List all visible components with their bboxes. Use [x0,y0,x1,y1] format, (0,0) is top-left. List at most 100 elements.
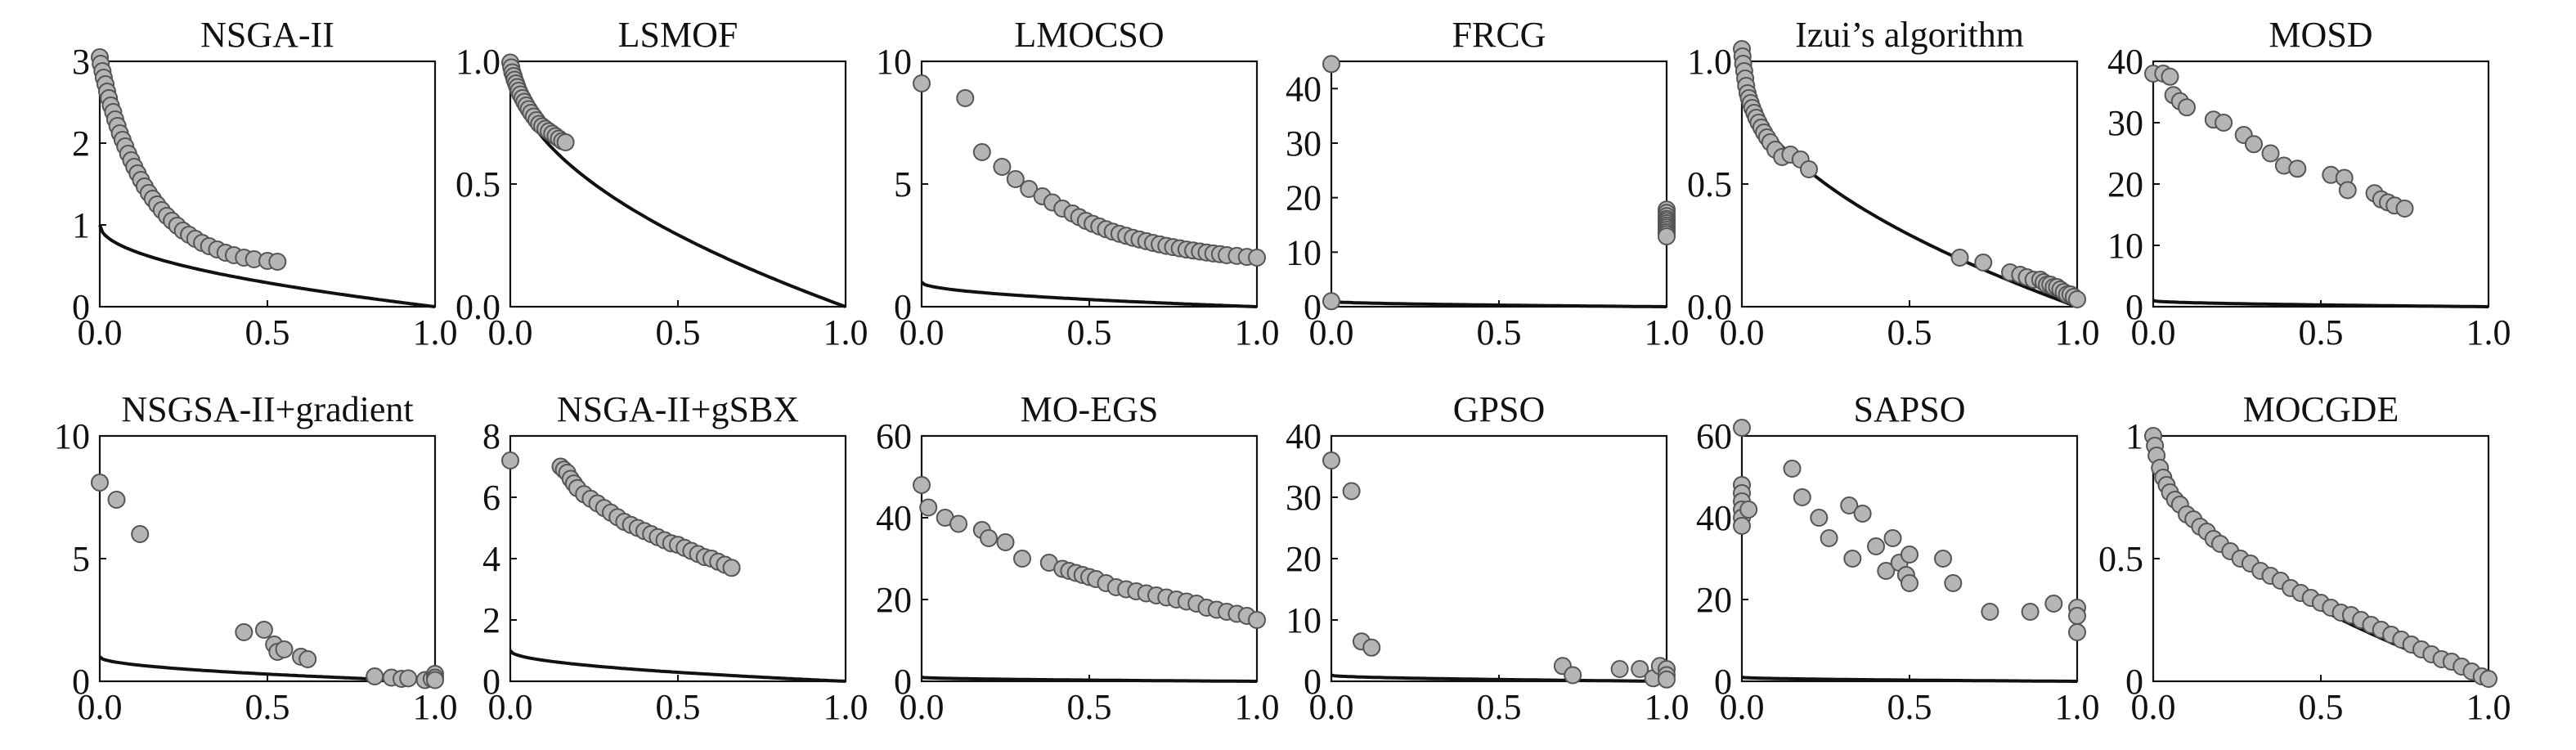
data-point [1013,550,1031,568]
y-tick-label: 4 [482,539,500,579]
y-tick-label: 10 [1286,232,1322,272]
x-tick-label: 0.5 [656,687,701,727]
data-point [913,476,931,494]
pareto-front-line [2152,299,2488,308]
plot-frame [2152,434,2490,683]
data-point [2068,290,2086,308]
y-tick-label: 1 [2125,416,2143,456]
data-point [254,621,273,639]
y-tick-label: 8 [482,416,500,456]
x-tick-label: 0.0 [1720,687,1765,727]
y-tick-label: 0 [894,287,912,327]
y-tick-label: 0 [72,287,90,327]
chart-title: SAPSO [1854,389,1966,429]
plot-frame [1330,434,1668,683]
chart-panel-7: NSGSA-II+gradient 0.0 0.5 1.0 0 5 10 [54,389,458,727]
data-point [1362,638,1381,657]
x-tick-label: 0.5 [1067,312,1112,353]
data-point [2480,670,2497,688]
data-point [1783,460,1802,478]
chart-title: GPSO [1453,389,1546,429]
y-tick-label: 3 [72,42,90,82]
y-tick-label: 1.0 [1687,42,1732,82]
x-tick-label: 0.0 [1720,312,1765,353]
pareto-front-line [1331,299,1667,308]
chart-panel-8: NSGA-II+gSBX 0.0 0.5 1.0 0 2 4 6 8 [482,389,868,727]
y-tick-label: 0.5 [2098,539,2143,579]
data-point [722,559,741,577]
x-tick-label: 1.0 [1235,687,1280,727]
x-tick-label: 1.0 [1645,312,1690,353]
x-tick-label: 1.0 [1235,312,1280,353]
chart-title: LSMOF [618,15,738,55]
x-tick-label: 0.5 [1477,687,1522,727]
pareto-front-line [1331,673,1667,683]
data-point [275,640,294,658]
x-tick-label: 1.0 [413,687,458,727]
data-point [1564,666,1582,685]
chart-title: NSGA-II+gSBX [557,389,799,429]
data-point [913,74,931,92]
data-point [1867,537,1885,555]
data-point [1820,529,1838,547]
y-tick-label: 60 [1696,416,1732,456]
plot-frame [2152,60,2490,308]
y-tick-label: 40 [876,498,912,538]
y-tick-label: 0 [1304,287,1322,327]
x-tick-label: 0.0 [2131,687,2176,727]
chart-panel-10: GPSO 0.0 0.5 1.0 0 10 20 30 40 [1286,389,1690,727]
y-tick-label: 5 [72,539,90,579]
chart-title: MOCGDE [2243,389,2399,429]
y-tick-label: 5 [894,164,912,204]
y-tick-label: 30 [1286,124,1322,164]
x-tick-label: 0.0 [488,312,533,353]
x-tick-label: 0.5 [245,312,290,353]
pareto-front-line [509,649,846,683]
y-tick-label: 40 [1696,498,1732,538]
y-tick-label: 20 [876,580,912,620]
data-point [1342,482,1361,501]
data-point [131,525,150,543]
y-tick-label: 0 [1304,662,1322,702]
y-tick-label: 0 [2125,287,2143,327]
y-tick-label: 10 [54,416,90,456]
pareto-front-line [2152,435,2489,683]
x-tick-label: 0.0 [78,312,123,353]
chart-title: Izui’s algorithm [1795,15,2024,55]
chart-panel-1: NSGA-II 0.0 0.5 1.0 0 1 2 3 [72,15,458,353]
x-tick-label: 1.0 [824,687,868,727]
x-tick-label: 0.0 [78,687,123,727]
data-point [1020,180,1039,198]
data-point [996,533,1015,551]
x-tick-label: 0.5 [1477,312,1522,353]
data-point [1950,249,1969,267]
data-point [1322,292,1340,311]
chart-title: MOSD [2269,15,2372,55]
x-tick-label: 1.0 [2055,687,2100,727]
y-tick-label: 20 [1696,580,1732,620]
y-tick-label: 0 [72,662,90,702]
y-tick-label: 30 [1286,478,1322,518]
y-tick-label: 0 [1714,662,1732,702]
x-tick-label: 0.0 [488,687,533,727]
y-tick-label: 40 [1286,69,1322,109]
y-tick-label: 0.5 [456,164,500,204]
data-point [1901,546,1919,564]
y-tick-label: 1 [72,205,90,245]
chart-panel-5: Izui’s algorithm 0.0 0.5 1.0 0.0 0.5 1.0 [1687,15,2100,353]
x-tick-label: 0.5 [1887,687,1932,727]
data-point [2068,623,2086,641]
chart-panel-11: SAPSO 0.0 0.5 1.0 0 20 40 60 [1696,389,2100,727]
x-tick-label: 0.5 [2299,687,2344,727]
data-point [949,514,968,533]
data-point [980,529,998,547]
plot-frame [920,434,1259,683]
y-tick-label: 2 [72,124,90,164]
data-point [1610,660,1629,678]
y-tick-label: 0.5 [1687,164,1732,204]
pareto-front-line [920,281,1258,308]
x-tick-label: 0.0 [2131,312,2176,353]
pareto-front-line [1741,676,2077,683]
pareto-front-line [98,224,436,308]
y-tick-label: 20 [1286,539,1322,579]
